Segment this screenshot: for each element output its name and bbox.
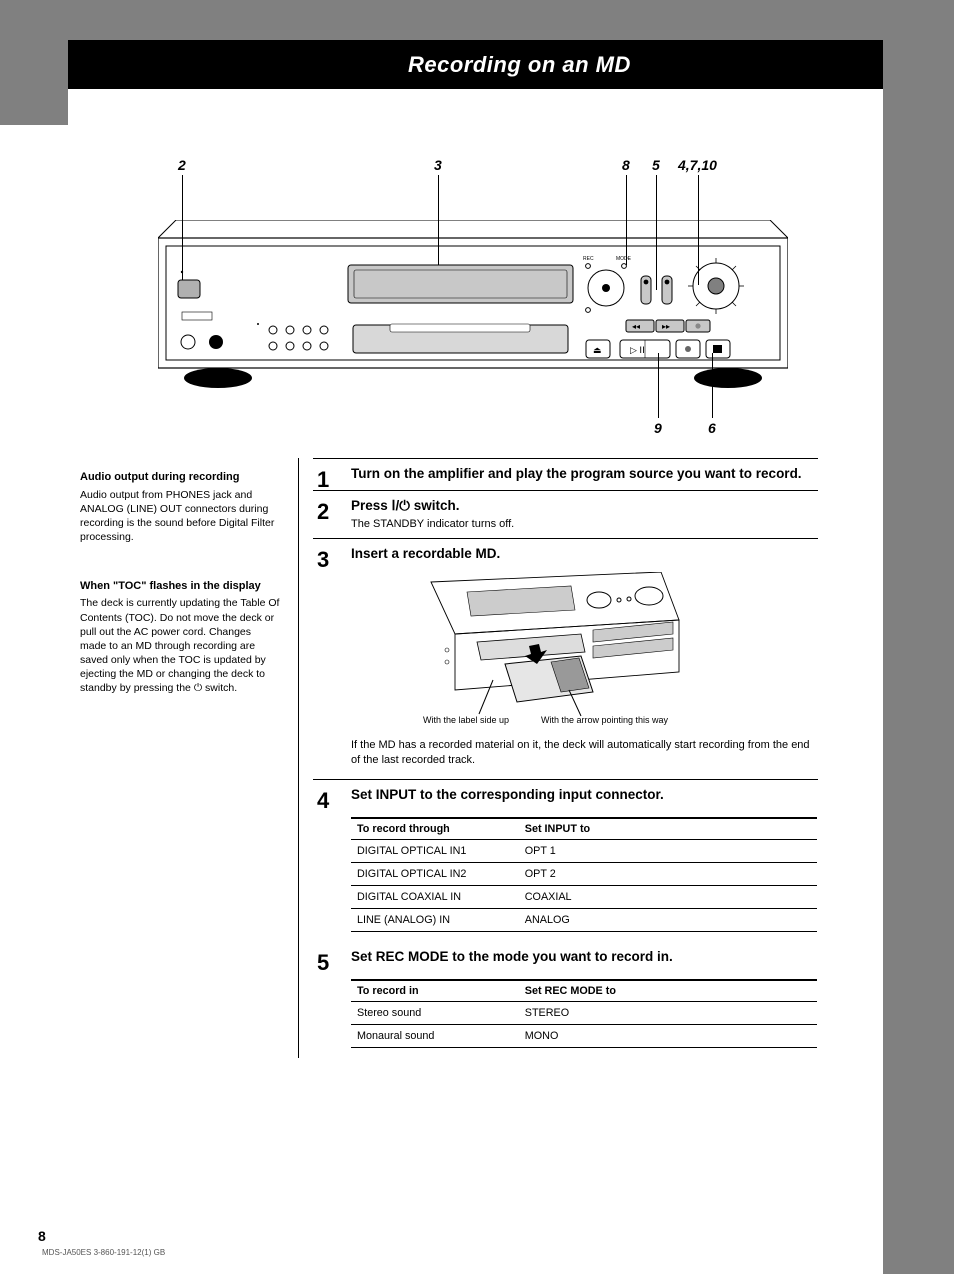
step-5-table: To record inSet REC MODE to Stereo sound… (351, 979, 817, 1048)
step-3-label-side: With the label side up (423, 714, 509, 727)
step-4-row: 4 Set INPUT to the corresponding input c… (313, 779, 818, 811)
svg-text:▸▸: ▸▸ (662, 322, 670, 331)
td: STEREO (519, 1001, 817, 1024)
callout-label-recmode: 8 (622, 157, 630, 173)
step-4-lead: Set INPUT to the corresponding input con… (351, 787, 664, 802)
page-title: Recording on an MD (408, 52, 631, 78)
step-num: 2 (317, 497, 329, 528)
device-svg: REC MODE ◂◂ ▸▸ ⏏ ▷ ⅠⅠ (158, 220, 788, 390)
side-note-1-body: Audio output from PHONES jack and ANALOG… (80, 488, 280, 545)
callout-label-power: 2 (178, 157, 186, 173)
side-notes: Audio output during recording Audio outp… (80, 470, 280, 730)
step-num: 5 (317, 948, 329, 979)
callout-label-rec: 6 (708, 420, 716, 436)
td: ANALOG (519, 908, 817, 931)
footer-line: MDS-JA50ES 3-860-191-12(1) GB (42, 1248, 165, 1257)
step-2-note: The STANDBY indicator turns off. (351, 518, 514, 530)
step-1-row: 1 Turn on the amplifier and play the pro… (313, 458, 818, 490)
side-note-2: When "TOC" flashes in the display The de… (80, 579, 280, 696)
step-num: 4 (317, 786, 329, 817)
th: To record through (351, 818, 519, 840)
steps-column: 1 Turn on the amplifier and play the pro… (298, 458, 818, 1058)
step-2-row: 2 Press Ⅰ/⏻ switch. The STANDBY indicato… (313, 490, 818, 538)
svg-text:▷ ⅠⅠ: ▷ ⅠⅠ (630, 345, 645, 355)
step-num: 3 (317, 545, 329, 576)
side-note-1: Audio output during recording Audio outp… (80, 470, 280, 545)
page-number: 8 (38, 1228, 46, 1244)
device-figure: 2 3 8 5 4,7,10 9 6 (158, 195, 788, 420)
th: Set REC MODE to (519, 980, 817, 1002)
header-gray-band (0, 0, 883, 40)
td: DIGITAL COAXIAL IN (351, 885, 519, 908)
step-2-lead: Press (351, 498, 392, 513)
section-tab-label: Basic Operations (80, 49, 212, 67)
side-note-2-title: When "TOC" flashes in the display (80, 579, 280, 594)
th: Set INPUT to (519, 818, 817, 840)
td: Monaural sound (351, 1024, 519, 1047)
callout-label-slot: 3 (434, 157, 442, 173)
td: OPT 1 (519, 839, 817, 862)
step-3-tail: If the MD has a recorded material on it,… (351, 738, 818, 769)
step-5-lead: Set REC MODE to the mode you want to rec… (351, 949, 673, 964)
td: COAXIAL (519, 885, 817, 908)
td: DIGITAL OPTICAL IN1 (351, 839, 519, 862)
callout-label-play: 9 (654, 420, 662, 436)
right-gray-margin (883, 0, 954, 1274)
step-3-lead: Insert a recordable MD. (351, 546, 500, 561)
svg-text:◂◂: ◂◂ (632, 322, 640, 331)
side-note-2-body: The deck is currently updating the Table… (80, 596, 280, 695)
callout-label-ams: 4,7,10 (678, 157, 717, 173)
svg-text:MODE: MODE (616, 256, 632, 262)
step-5-row: 5 Set REC MODE to the mode you want to r… (313, 942, 818, 973)
step-4-table: To record throughSet INPUT to DIGITAL OP… (351, 817, 817, 932)
step-2-after: switch. (414, 498, 460, 513)
step-3-row: 3 Insert a recordable MD. (313, 538, 818, 779)
th: To record in (351, 980, 519, 1002)
callout-label-input: 5 (652, 157, 660, 173)
svg-text:REC: REC (583, 256, 594, 262)
td: DIGITAL OPTICAL IN2 (351, 862, 519, 885)
td: OPT 2 (519, 862, 817, 885)
svg-text:⏏: ⏏ (593, 345, 602, 355)
td: Stereo sound (351, 1001, 519, 1024)
insert-md-figure: With the label side up With the arrow po… (421, 572, 686, 732)
step-1-text: Turn on the amplifier and play the progr… (351, 466, 802, 481)
td: MONO (519, 1024, 817, 1047)
left-gray-tab (0, 0, 68, 125)
td: LINE (ANALOG) IN (351, 908, 519, 931)
side-note-1-title: Audio output during recording (80, 470, 280, 485)
step-3-label-arrow: With the arrow pointing this way (541, 714, 681, 727)
